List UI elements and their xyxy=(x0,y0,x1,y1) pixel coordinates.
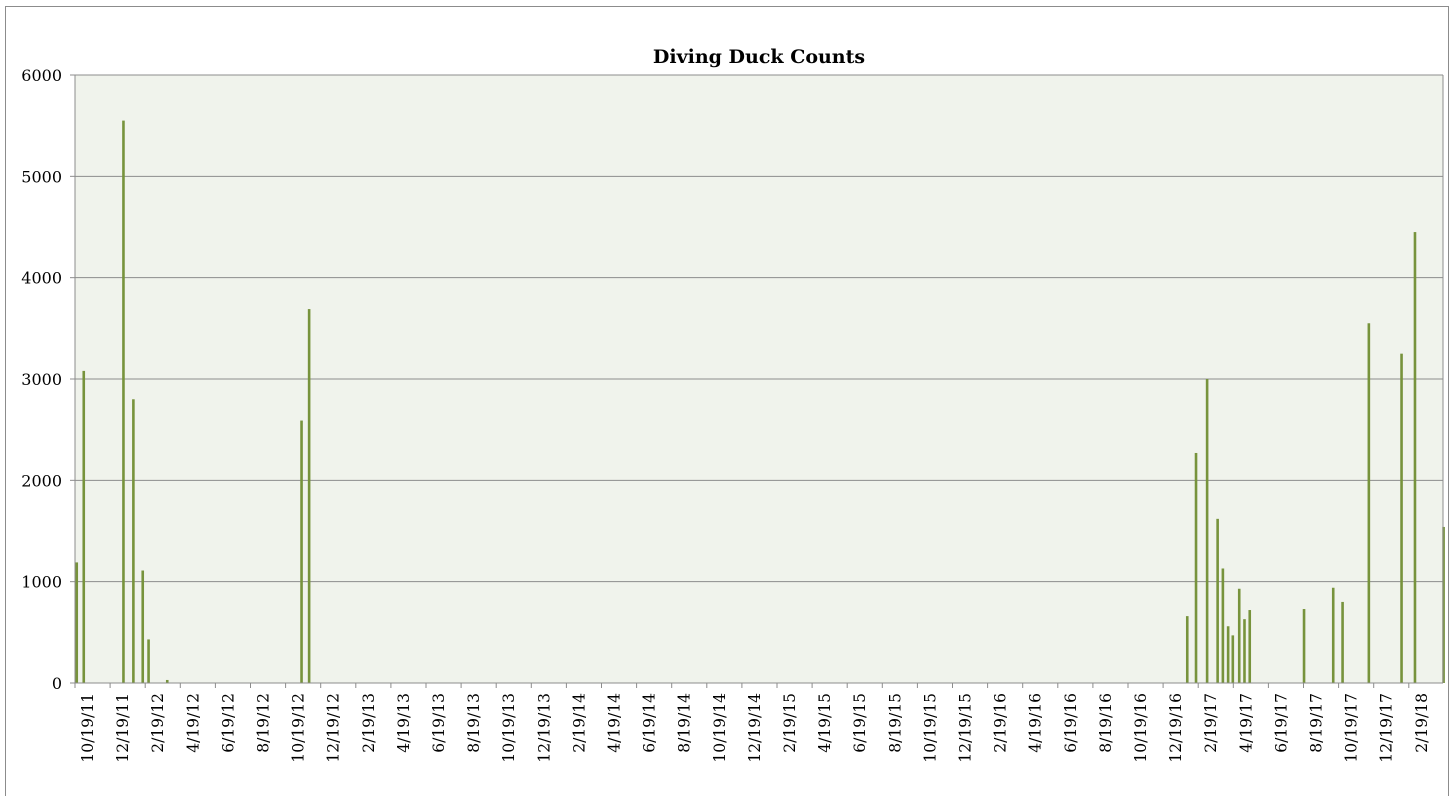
x-tick-labels: 10/19/11 12/19/11 2/19/12 4/19/12 6/19/12 8/1… xyxy=(79,693,1431,763)
x-tick-label: 2/19/15 xyxy=(781,693,799,753)
bar xyxy=(300,420,303,683)
axes xyxy=(70,74,1444,688)
x-tick-label: 6/19/13 xyxy=(430,693,448,753)
x-tick-label: 12/19/14 xyxy=(746,693,764,763)
bar xyxy=(1302,609,1306,683)
bar xyxy=(307,309,311,683)
chart-frame: 0 1000 2000 3000 4000 5000 6000 10/19/11 12/19/… xyxy=(5,6,1449,796)
bar xyxy=(147,639,150,683)
bar xyxy=(1243,619,1246,683)
y-tick-label: 6000 xyxy=(21,66,62,85)
bar xyxy=(1226,626,1230,683)
bar xyxy=(1231,635,1235,683)
gridlines xyxy=(75,74,1443,583)
x-tick-label: 6/19/14 xyxy=(641,693,659,753)
x-tick-label: 10/19/16 xyxy=(1132,693,1150,763)
x-tick-label: 6/19/12 xyxy=(219,693,237,753)
bar xyxy=(1185,616,1189,683)
bar xyxy=(82,370,86,683)
y-tick-labels: 0 1000 2000 3000 4000 5000 6000 xyxy=(21,66,62,693)
x-tick-label: 4/19/17 xyxy=(1237,693,1255,753)
bar xyxy=(132,399,135,683)
x-tick-label: 10/19/13 xyxy=(500,693,518,763)
x-tick-label: 8/19/14 xyxy=(676,693,694,753)
bar xyxy=(1237,588,1241,683)
y-tick-label: 1000 xyxy=(21,573,62,592)
x-tick-label: 4/19/16 xyxy=(1027,693,1045,753)
bar xyxy=(1205,379,1209,683)
bar-chart: 0 1000 2000 3000 4000 5000 6000 10/19/11 12/19/… xyxy=(21,46,1445,763)
x-tick-label: 2/19/13 xyxy=(360,693,378,753)
x-tick-label: 6/19/17 xyxy=(1272,693,1290,753)
x-tick-label: 2/19/12 xyxy=(149,693,167,753)
bar xyxy=(75,562,79,683)
bar xyxy=(1442,526,1445,683)
y-tick-label: 2000 xyxy=(21,471,62,490)
x-tick-label: 4/19/13 xyxy=(395,693,413,753)
bar xyxy=(122,120,125,684)
x-tick-label: 4/19/12 xyxy=(184,693,202,753)
x-tick-label: 10/19/14 xyxy=(711,693,729,763)
x-tick-label: 4/19/14 xyxy=(606,693,624,753)
x-tick-label: 10/19/12 xyxy=(290,693,308,763)
x-tick-label: 10/19/11 xyxy=(79,693,97,763)
x-tick-label: 2/19/16 xyxy=(992,693,1010,753)
x-tick-label: 12/19/11 xyxy=(114,693,132,763)
x-tick-label: 12/19/16 xyxy=(1167,693,1185,763)
x-tick-label: 6/19/16 xyxy=(1062,693,1080,753)
x-tick-label: 2/19/18 xyxy=(1413,693,1431,753)
y-tick-label: 0 xyxy=(52,674,62,693)
x-tick-label: 12/19/15 xyxy=(957,693,975,763)
x-tick-label: 12/19/17 xyxy=(1378,693,1396,763)
bar xyxy=(165,679,169,683)
bars xyxy=(75,120,1445,684)
bar xyxy=(1331,587,1335,683)
bar xyxy=(1194,452,1198,683)
x-tick-label: 8/19/16 xyxy=(1097,693,1115,753)
y-tick-label: 5000 xyxy=(21,167,62,186)
bar xyxy=(1400,353,1403,683)
x-tick-label: 12/19/13 xyxy=(535,693,553,763)
x-tick-label: 8/19/12 xyxy=(255,693,273,753)
x-tick-label: 6/19/15 xyxy=(851,693,869,753)
x-tick-label: 12/19/12 xyxy=(325,693,343,763)
x-tick-label: 4/19/15 xyxy=(816,693,834,753)
y-tick-label: 3000 xyxy=(21,370,62,389)
chart-title: Diving Duck Counts xyxy=(653,46,865,68)
bar xyxy=(1248,610,1252,683)
bar xyxy=(141,570,145,683)
x-tick-label: 8/19/13 xyxy=(465,693,483,753)
x-tick-label: 2/19/17 xyxy=(1202,693,1220,753)
bar xyxy=(1413,232,1417,684)
x-tick-label: 2/19/14 xyxy=(570,693,588,753)
x-tick-label: 10/19/17 xyxy=(1343,693,1361,763)
bar xyxy=(1216,518,1219,683)
x-tick-label: 10/19/15 xyxy=(921,693,939,763)
y-tick-label: 4000 xyxy=(21,269,62,288)
x-tick-label: 8/19/15 xyxy=(886,693,904,753)
bar xyxy=(1221,568,1225,683)
x-tick-label: 8/19/17 xyxy=(1308,693,1326,753)
bar xyxy=(1367,323,1371,683)
bar xyxy=(1341,601,1344,683)
